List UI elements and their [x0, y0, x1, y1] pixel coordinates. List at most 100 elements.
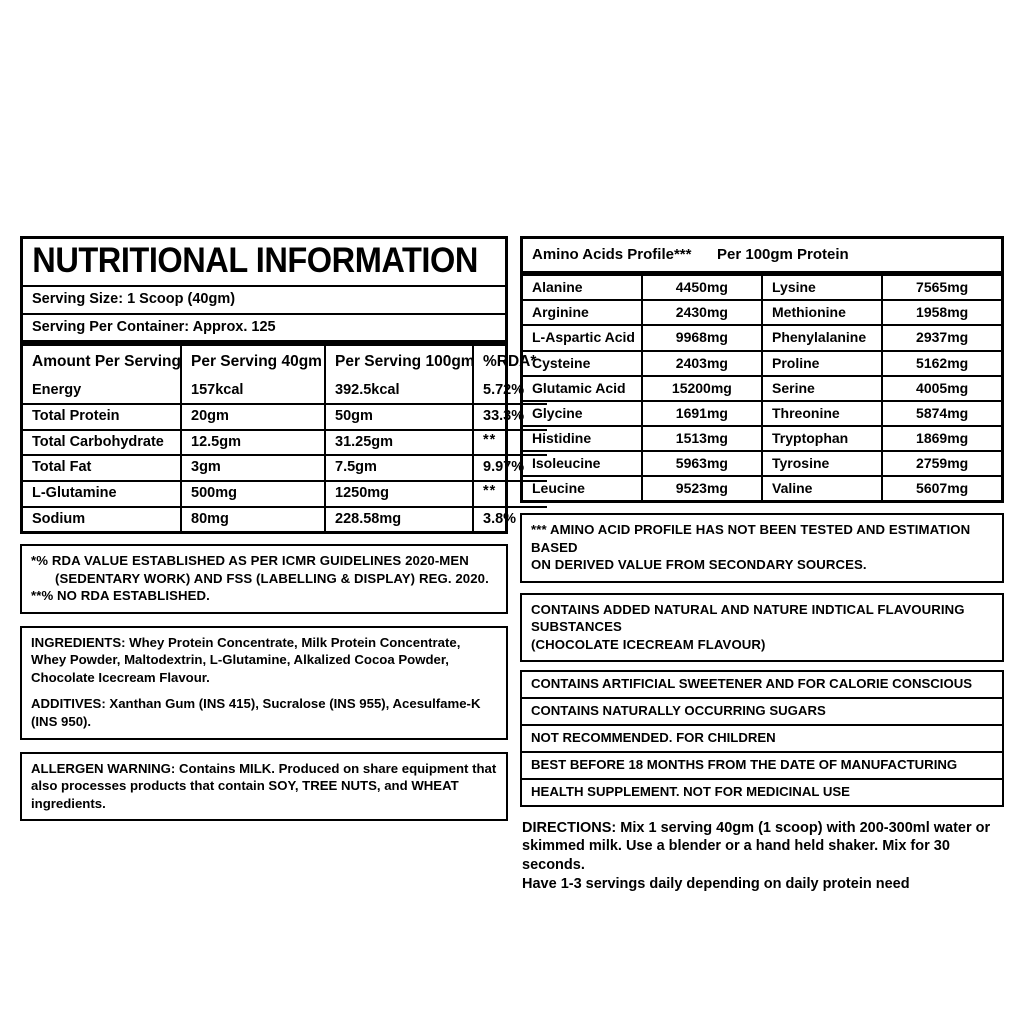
statement-item: CONTAINS ARTIFICIAL SWEETENER AND FOR CA… [520, 670, 1004, 700]
serving-per-container: Serving Per Container: Approx. 125 [32, 318, 276, 335]
nutrient-rda: 3.8% [483, 510, 517, 527]
rda-note-line-3: **% NO RDA ESTABLISHED. [31, 588, 210, 604]
nutrient-per40: 12.5gm [181, 429, 326, 457]
table-row: Alanine 4450mg Lysine 7565mg [520, 272, 1004, 302]
table-row: Arginine 2430mg Methionine 1958mg [520, 299, 1004, 327]
amino-value-right: 5874mg [881, 399, 1004, 427]
nutrient-per100: 1250mg [325, 480, 474, 508]
allergen-text: Contains MILK. Produced on share equipme… [31, 760, 497, 811]
table-row: Cysteine 2403mg Proline 5162mg [520, 349, 1004, 377]
amino-note-line-2: ON DERIVED VALUE FROM SECONDARY SOURCES. [531, 557, 867, 573]
amino-name-right: Tryptophan [760, 424, 884, 452]
column-header-amount: Amount Per Serving [23, 346, 182, 380]
amino-name-left: Cysteine [520, 349, 643, 377]
amino-name-right: Methionine [760, 299, 884, 327]
flavour-note-box: CONTAINS ADDED NATURAL AND NATURE INDTIC… [520, 592, 1004, 663]
amino-name-left: Arginine [520, 299, 643, 327]
amino-name-left: Isoleucine [520, 449, 643, 478]
allergen-warning-box: ALLERGEN WARNING: Contains MILK. Produce… [20, 751, 508, 822]
nutrient-rda: ** [473, 427, 547, 455]
amino-value-left: 5963mg [640, 449, 764, 478]
table-row: L-Glutamine 500mg 1250mg ** [23, 478, 547, 508]
nutrient-per40: 80mg [181, 506, 326, 532]
amino-name-right: Proline [760, 349, 884, 377]
directions-block: DIRECTIONS: Mix 1 serving 40gm (1 scoop)… [520, 819, 1004, 894]
ingredients-paragraph: INGREDIENTS: Whey Protein Concentrate, M… [31, 634, 498, 687]
table-row: Sodium 80mg 228.58mg 3.8% [23, 506, 547, 532]
nutrient-per100: 392.5kcal [325, 379, 474, 405]
nutrient-per40: 500mg [181, 480, 326, 508]
nutrient-name: Energy [23, 379, 182, 405]
divider-thick [23, 340, 505, 347]
table-row: Total Protein 20gm 50gm 33.3% [23, 403, 547, 431]
allergen-label: ALLERGEN WARNING: [31, 760, 176, 776]
amino-value-right: 1869mg [881, 424, 1004, 452]
nutrient-per100: 228.58mg [325, 506, 474, 532]
amino-header-left: Amino Acids Profile*** [532, 246, 692, 263]
nutrient-per40: 3gm [181, 455, 326, 482]
table-row: Total Fat 3gm 7.5gm 9.97% [23, 455, 547, 482]
page-title: NUTRITIONAL INFORMATION [32, 241, 478, 280]
nutrient-name: Total Carbohydrate [23, 429, 182, 457]
amino-note-line-1: *** AMINO ACID PROFILE HAS NOT BEEN TEST… [531, 522, 971, 555]
nutrient-per40: 157kcal [181, 379, 326, 405]
table-row: Histidine 1513mg Tryptophan 1869mg [520, 424, 1004, 452]
table-row: Leucine 9523mg Valine 5607mg [520, 475, 1004, 503]
nutrient-rda: ** [473, 478, 547, 506]
rda-note-line-2: (SEDENTARY WORK) AND FSS (LABELLING & DI… [55, 570, 489, 586]
additives-paragraph: ADDITIVES: Xanthan Gum (INS 415), Sucral… [31, 695, 498, 730]
amino-header-right: Per 100gm Protein [717, 246, 849, 263]
statement-list: CONTAINS ARTIFICIAL SWEETENER AND FOR CA… [520, 670, 1004, 807]
amino-value-right: 5162mg [881, 349, 1004, 377]
divider [23, 312, 505, 315]
amino-value-left: 1513mg [640, 424, 764, 452]
table-header-row: Amount Per Serving Per Serving 40gm Per … [23, 346, 547, 380]
amino-name-right: Phenylalanine [760, 324, 884, 352]
amino-value-left: 1691mg [640, 399, 764, 427]
rda-note-box: *% RDA VALUE ESTABLISHED AS PER ICMR GUI… [20, 544, 508, 614]
directions-line-3: Have 1-3 servings daily depending on dai… [522, 876, 910, 893]
amino-value-right: 7565mg [881, 272, 1004, 302]
flavour-note-line-1: CONTAINS ADDED NATURAL AND NATURE INDTIC… [531, 601, 965, 635]
divider [23, 285, 505, 287]
nutrition-facts-panel: NUTRITIONAL INFORMATION Serving Size: 1 … [20, 236, 547, 535]
amino-name-right: Valine [760, 475, 884, 503]
amino-value-right: 2759mg [881, 449, 1004, 478]
amino-value-left: 2403mg [640, 349, 764, 377]
column-header-per-serving-100: Per Serving 100gm [325, 346, 474, 380]
amino-name-left: Glutamic Acid [520, 374, 643, 402]
amino-value-left: 9523mg [640, 475, 764, 503]
nutrition-label: NUTRITIONAL INFORMATION Serving Size: 1 … [20, 236, 1004, 894]
directions-line-1: Mix 1 serving 40gm (1 scoop) with 200-30… [616, 819, 991, 836]
nutrition-table: Amount Per Serving Per Serving 40gm Per … [23, 346, 547, 532]
ingredients-label: INGREDIENTS: [31, 634, 126, 650]
amino-value-right: 4005mg [881, 374, 1004, 402]
amino-name-right: Serine [760, 374, 884, 402]
amino-name-right: Threonine [760, 399, 884, 427]
amino-value-left: 4450mg [640, 272, 764, 302]
amino-note-box: *** AMINO ACID PROFILE HAS NOT BEEN TEST… [520, 513, 1004, 583]
additives-text: Xanthan Gum (INS 415), Sucralose (INS 95… [31, 696, 481, 730]
nutrient-name: Total Fat [23, 455, 182, 482]
amino-value-left: 15200mg [640, 374, 764, 402]
nutrient-per100: 50gm [325, 403, 474, 431]
amino-name-left: Glycine [520, 399, 643, 427]
amino-name-left: Alanine [520, 272, 643, 302]
nutrient-name: L-Glutamine [23, 480, 182, 508]
statement-item: NOT RECOMMENDED. FOR CHILDREN [520, 726, 1004, 753]
column-header-per-serving-40: Per Serving 40gm [181, 346, 326, 380]
amino-value-right: 1958mg [881, 299, 1004, 327]
ingredients-box: INGREDIENTS: Whey Protein Concentrate, M… [20, 625, 508, 740]
directions-line-2: skimmed milk. Use a blender or a hand he… [522, 838, 950, 874]
amino-header-row: Amino Acids Profile*** Per 100gm Protein [521, 237, 1003, 277]
table-row: Glutamic Acid 15200mg Serine 4005mg [520, 374, 1004, 402]
amino-value-right: 5607mg [881, 475, 1004, 503]
statement-item: HEALTH SUPPLEMENT. NOT FOR MEDICINAL USE [520, 779, 1004, 807]
table-row: Isoleucine 5963mg Tyrosine 2759mg [520, 449, 1004, 478]
amino-name-right: Tyrosine [760, 449, 884, 478]
table-row: Total Carbohydrate 12.5gm 31.25gm ** [23, 427, 547, 457]
nutrient-per40: 20gm [181, 403, 326, 431]
serving-size: Serving Size: 1 Scoop (40gm) [32, 291, 236, 307]
statement-item: CONTAINS NATURALLY OCCURRING SUGARS [520, 699, 1004, 727]
amino-value-right: 2937mg [881, 324, 1004, 352]
